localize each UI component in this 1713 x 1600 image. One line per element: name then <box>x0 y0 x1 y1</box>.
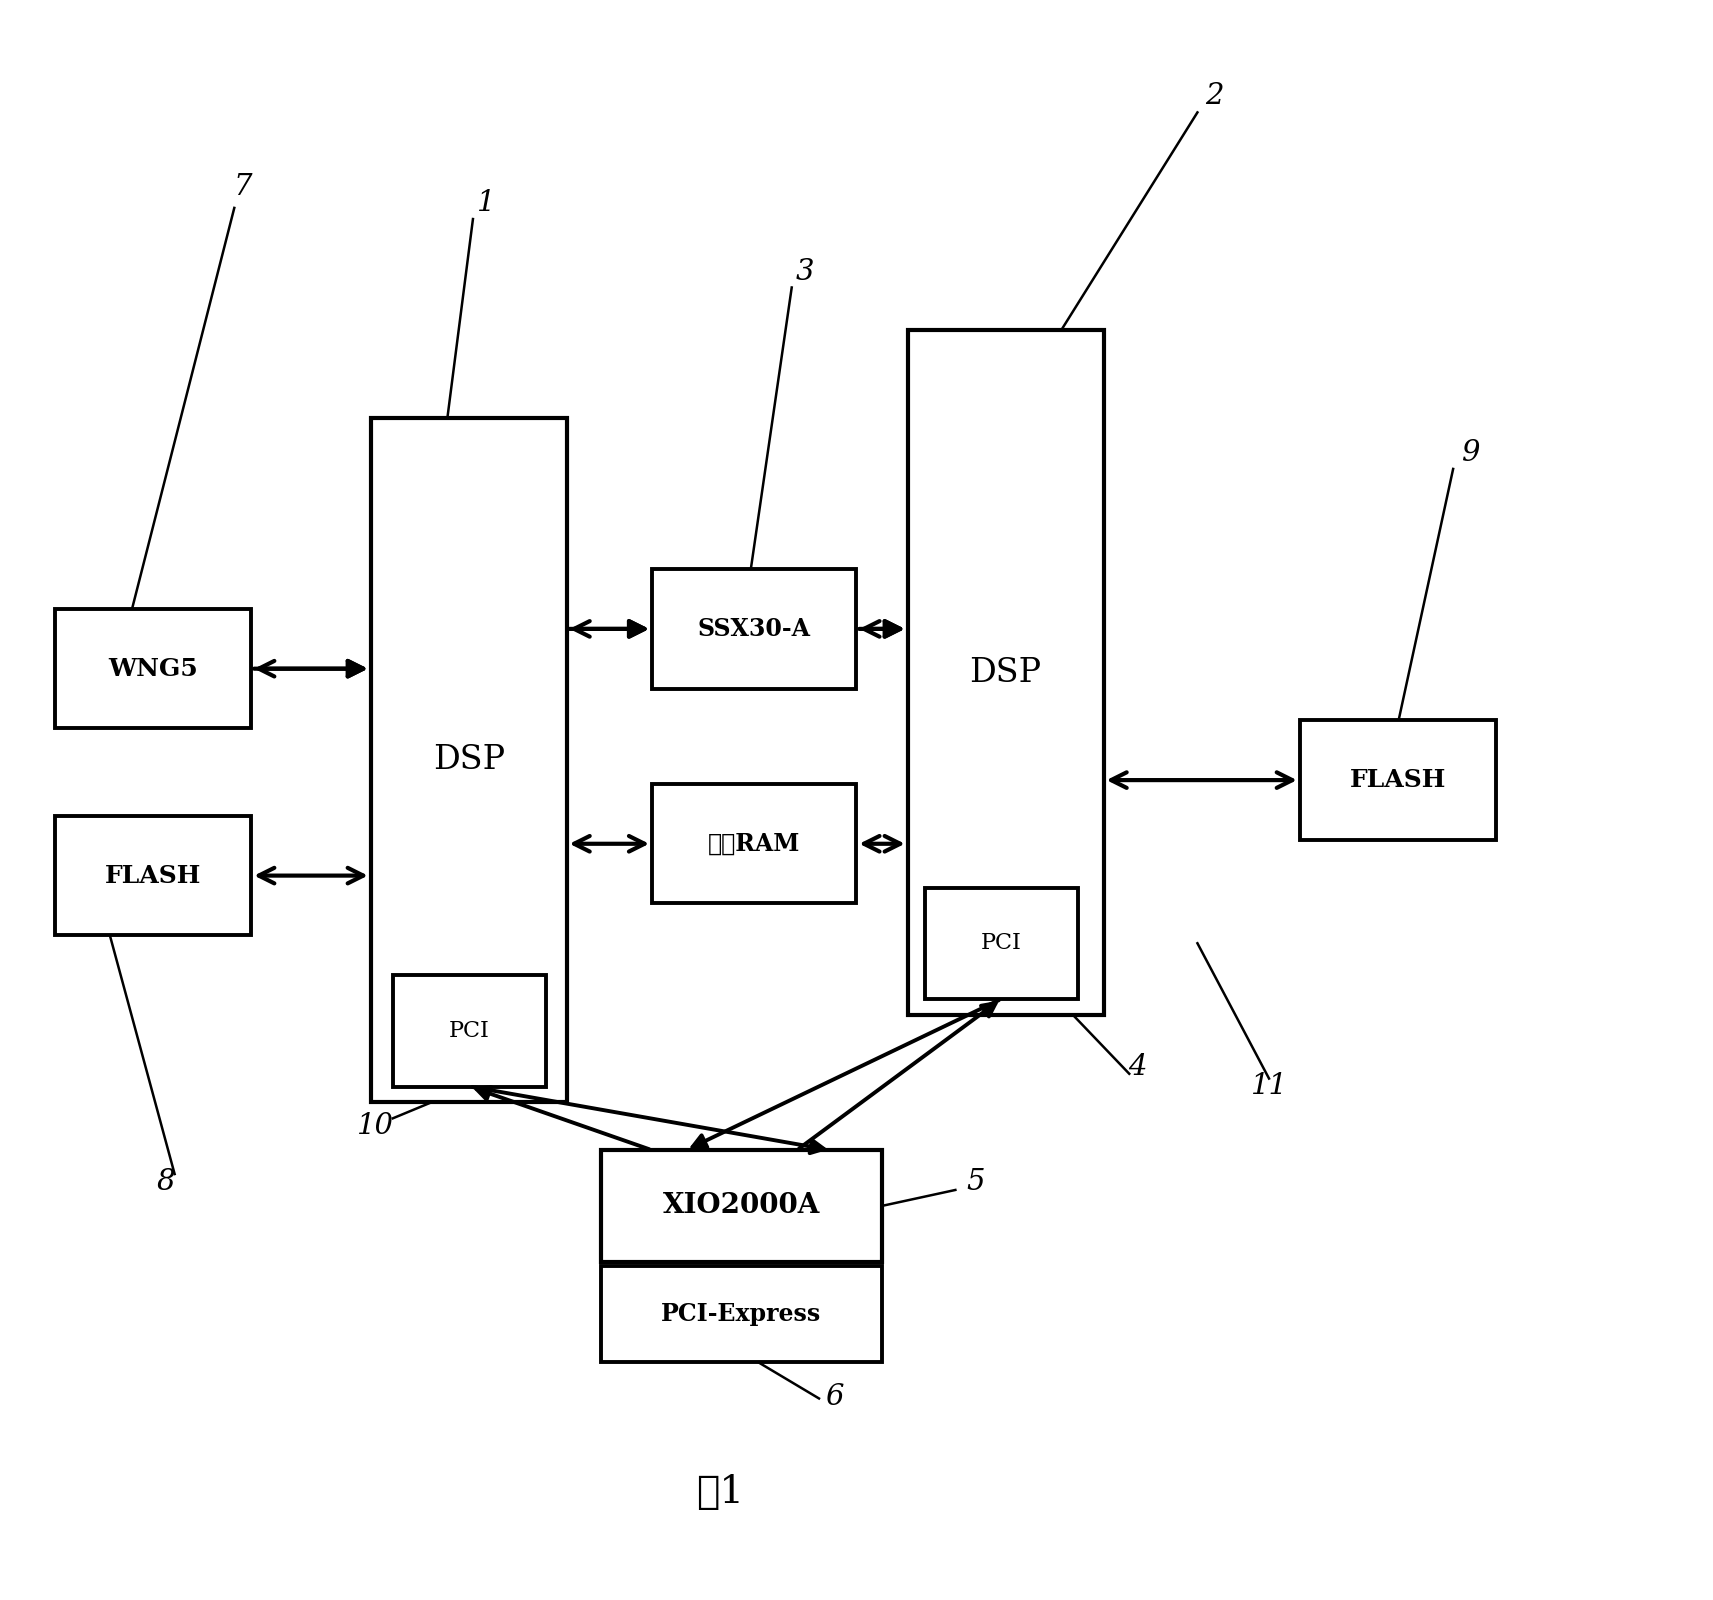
FancyBboxPatch shape <box>370 418 567 1102</box>
FancyBboxPatch shape <box>55 610 252 728</box>
FancyBboxPatch shape <box>925 888 1077 998</box>
Text: 双口RAM: 双口RAM <box>707 832 800 856</box>
Text: 3: 3 <box>797 258 815 285</box>
FancyBboxPatch shape <box>392 974 546 1086</box>
Text: DSP: DSP <box>433 744 505 776</box>
Text: 6: 6 <box>826 1382 843 1411</box>
Text: 8: 8 <box>158 1168 175 1195</box>
FancyBboxPatch shape <box>601 1150 882 1261</box>
FancyBboxPatch shape <box>1300 720 1495 840</box>
FancyBboxPatch shape <box>601 1266 882 1362</box>
Text: FLASH: FLASH <box>1350 768 1446 792</box>
Text: 11: 11 <box>1250 1072 1288 1101</box>
Text: 1: 1 <box>478 189 495 218</box>
Text: SSX30-A: SSX30-A <box>697 618 810 642</box>
Text: 2: 2 <box>1206 83 1223 110</box>
Text: WNG5: WNG5 <box>108 656 199 680</box>
Text: 图1: 图1 <box>695 1474 743 1510</box>
Text: 9: 9 <box>1461 438 1480 467</box>
FancyBboxPatch shape <box>653 570 856 688</box>
Text: DSP: DSP <box>970 656 1042 688</box>
Text: XIO2000A: XIO2000A <box>663 1192 821 1219</box>
Text: FLASH: FLASH <box>104 864 202 888</box>
Text: 10: 10 <box>358 1112 394 1141</box>
Text: PCI-Express: PCI-Express <box>661 1302 822 1326</box>
Text: 5: 5 <box>966 1168 985 1195</box>
Text: 7: 7 <box>233 173 252 202</box>
FancyBboxPatch shape <box>653 784 856 904</box>
Text: PCI: PCI <box>982 933 1023 954</box>
FancyBboxPatch shape <box>55 816 252 936</box>
Text: PCI: PCI <box>449 1019 490 1042</box>
FancyBboxPatch shape <box>908 331 1103 1014</box>
Text: 4: 4 <box>1129 1053 1148 1082</box>
